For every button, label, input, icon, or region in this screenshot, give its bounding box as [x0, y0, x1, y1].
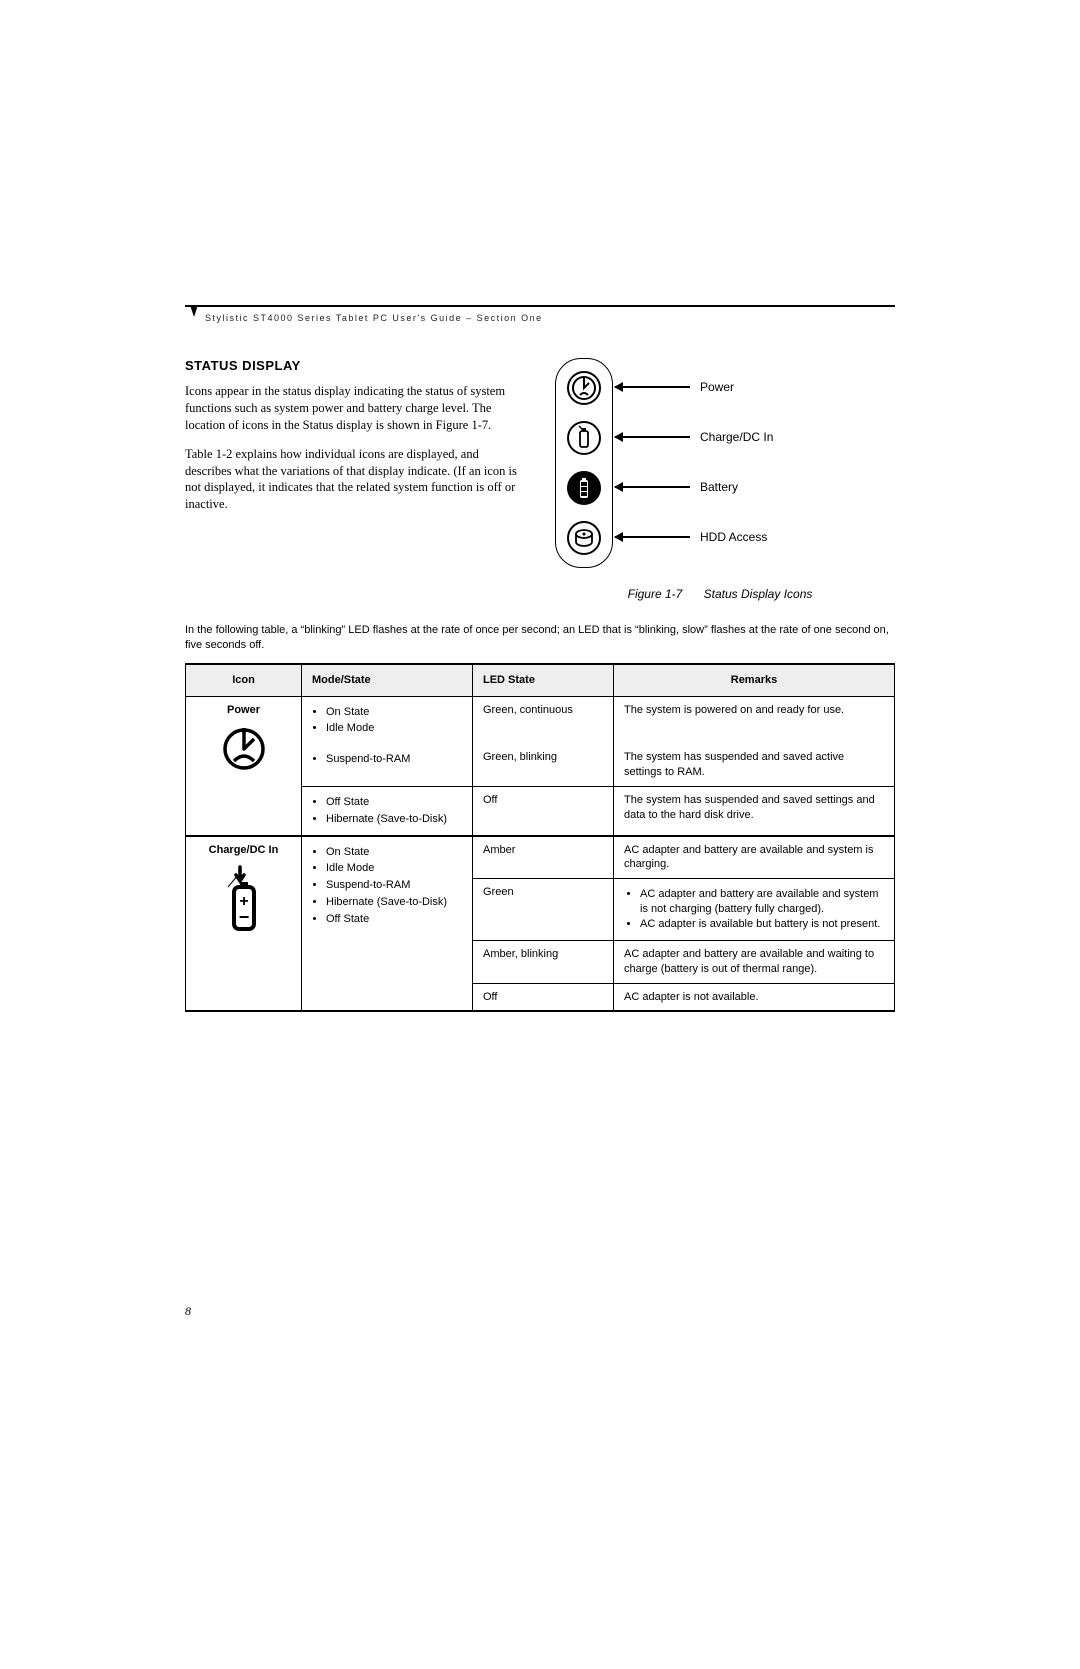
arrow-icon: [615, 436, 690, 438]
led-state: Green, blinking: [473, 744, 614, 786]
list-item: Hibernate (Save-to-Disk): [326, 895, 462, 910]
row-icon-label-charge: Charge/DC In: [196, 843, 291, 858]
charge-dc-in-icon: [567, 421, 601, 455]
power-icon: [567, 371, 601, 405]
header-tab-marker: [190, 305, 198, 317]
svg-text:−: −: [238, 907, 249, 927]
diagram-label-power: Power: [700, 380, 734, 394]
row-icon-label-power: Power: [196, 703, 291, 718]
list-item: Off State: [326, 912, 462, 927]
remarks: The system is powered on and ready for u…: [614, 696, 895, 744]
blink-note: In the following table, a “blinking” LED…: [185, 623, 895, 653]
list-item: Suspend-to-RAM: [326, 752, 462, 767]
diagram-label-battery: Battery: [700, 480, 738, 494]
list-item: Idle Mode: [326, 721, 462, 736]
arrow-icon: [615, 386, 690, 388]
arrow-icon: [615, 536, 690, 538]
arrow-icon: [615, 486, 690, 488]
list-item: Hibernate (Save-to-Disk): [326, 812, 462, 827]
guide-line: Stylistic ST4000 Series Tablet PC User's…: [185, 313, 895, 323]
list-item: Off State: [326, 795, 462, 810]
th-led: LED State: [473, 664, 614, 696]
diagram-label-charge: Charge/DC In: [700, 430, 773, 444]
diagram-label-hdd: HDD Access: [700, 530, 767, 544]
hdd-access-icon: [567, 521, 601, 555]
led-state: Amber: [473, 836, 614, 879]
th-remarks: Remarks: [614, 664, 895, 696]
list-item: On State: [326, 705, 462, 720]
th-mode: Mode/State: [302, 664, 473, 696]
led-state: Green: [473, 879, 614, 941]
th-icon: Icon: [186, 664, 302, 696]
remarks: AC adapter and battery are available and…: [614, 940, 895, 983]
list-item: AC adapter is available but battery is n…: [640, 917, 884, 932]
list-item: On State: [326, 845, 462, 860]
list-item: AC adapter and battery are available and…: [640, 887, 884, 917]
remarks: AC adapter and battery are available and…: [614, 836, 895, 879]
figure-caption: Figure 1-7 Status Display Icons: [545, 587, 895, 601]
list-item: Idle Mode: [326, 861, 462, 876]
status-table: Icon Mode/State LED State Remarks Power: [185, 663, 895, 1013]
remarks: The system has suspended and saved activ…: [614, 744, 895, 786]
remarks: The system has suspended and saved setti…: [614, 786, 895, 835]
section-heading: STATUS DISPLAY: [185, 358, 520, 373]
remarks: AC adapter is not available.: [614, 983, 895, 1011]
charge-dc-in-icon: + −: [196, 865, 291, 940]
figure-title: Status Display Icons: [704, 587, 813, 601]
battery-icon: [567, 471, 601, 505]
led-state: Off: [473, 983, 614, 1011]
page-number: 8: [185, 1304, 191, 1319]
led-state: Amber, blinking: [473, 940, 614, 983]
list-item: Suspend-to-RAM: [326, 878, 462, 893]
status-display-diagram: Power Charge/DC In Battery HDD Access: [545, 358, 895, 573]
body-paragraph-1: Icons appear in the status display indic…: [185, 383, 520, 434]
figure-number: Figure 1-7: [628, 587, 683, 601]
body-paragraph-2: Table 1-2 explains how individual icons …: [185, 446, 520, 514]
led-state: Green, continuous: [473, 696, 614, 744]
power-icon: [196, 725, 291, 778]
header-rule: [185, 305, 895, 307]
led-state: Off: [473, 786, 614, 835]
